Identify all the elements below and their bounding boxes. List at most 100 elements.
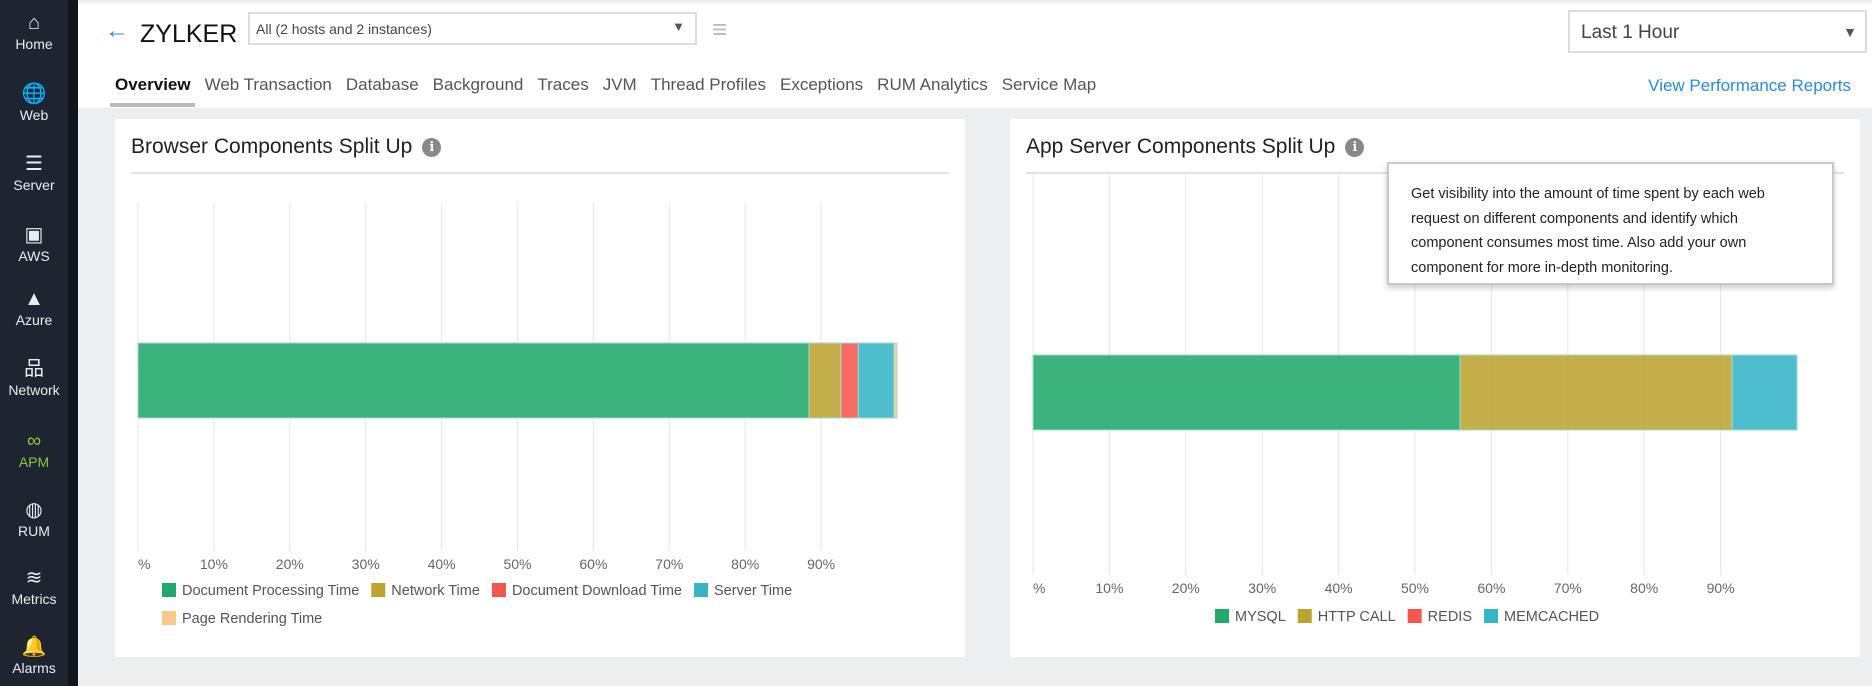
sidebar: ⌂ Home 🌐 Web ☰ Server ▣ AWS ▲ Azure 品 Network ∞ APM ◍ R…: [0, 0, 68, 686]
divider: [131, 172, 949, 174]
legend-swatch: [162, 611, 176, 625]
tab-overview[interactable]: Overview: [110, 75, 195, 107]
info-icon[interactable]: i: [1345, 138, 1365, 157]
x-tick-label: 70%: [655, 556, 683, 572]
sidebar-item-label: Alarms: [12, 660, 56, 676]
browser-components-chart: % 10% 20% 30% 40% 50% 60% 70% 80% 90% Document Pro…: [137, 203, 898, 627]
tab-database[interactable]: Database: [345, 75, 419, 94]
legend-item[interactable]: MEMCACHED: [1504, 609, 1599, 625]
legend-item[interactable]: Page Rendering Time: [182, 611, 322, 627]
x-tick-label: 80%: [731, 556, 759, 572]
sidebar-item-home[interactable]: ⌂ Home: [0, 12, 68, 52]
legend-item[interactable]: Server Time: [714, 583, 792, 599]
sidebar-item-rum[interactable]: ◍ RUM: [0, 499, 68, 539]
legend-item[interactable]: REDIS: [1428, 609, 1472, 625]
x-tick-label: 10%: [1095, 580, 1123, 596]
legend-swatch: [1484, 609, 1498, 623]
x-tick-label: 80%: [1630, 580, 1658, 596]
x-tick-label: 10%: [200, 556, 228, 572]
layers-icon: ≋: [25, 567, 43, 589]
time-range-value: Last 1 Hour: [1581, 22, 1680, 43]
tab-thread-profiles[interactable]: Thread Profiles: [650, 75, 766, 94]
legend-swatch: [1297, 609, 1312, 623]
host-select[interactable]: All (2 hosts and 2 instances) ▼: [248, 12, 697, 45]
sidebar-item-label: Server: [13, 177, 55, 193]
x-tick-label: 60%: [579, 556, 607, 572]
tab-jvm[interactable]: JVM: [602, 75, 637, 94]
home-icon: ⌂: [27, 12, 41, 34]
x-tick-label: %: [138, 556, 150, 572]
card-title: App Server Components Split Up: [1026, 135, 1336, 158]
legend-swatch: [371, 583, 386, 597]
tab-service-map[interactable]: Service Map: [1001, 75, 1097, 94]
view-performance-reports-link[interactable]: View Performance Reports: [1648, 76, 1851, 95]
bar-segment-page-rendering-time[interactable]: [893, 342, 898, 419]
sidebar-item-aws[interactable]: ▣ AWS: [0, 224, 68, 264]
sidebar-item-label: RUM: [18, 523, 50, 539]
bar-segment-server-time[interactable]: [857, 342, 895, 419]
sidebar-item-label: AWS: [18, 248, 50, 264]
sidebar-item-metrics[interactable]: ≋ Metrics: [0, 567, 68, 607]
bar-segment-document-download-time[interactable]: [840, 342, 859, 419]
x-tick-label: 40%: [428, 556, 456, 572]
app-title: ZYLKER: [140, 20, 238, 48]
time-range-select[interactable]: Last 1 Hour ▼: [1568, 10, 1867, 53]
bar-segment-http-call[interactable]: [1459, 354, 1733, 431]
tab-web-transaction[interactable]: Web Transaction: [204, 75, 332, 94]
bar-segment-document-processing-time[interactable]: [137, 342, 810, 419]
legend-item[interactable]: Document Processing Time: [182, 583, 359, 599]
server-icon: ☰: [25, 153, 43, 175]
x-tick-label: 90%: [807, 556, 835, 572]
bar-segment-memcached[interactable]: [1731, 354, 1798, 431]
tab-bar: Overview Web Transaction Database Backgroun…: [110, 75, 1097, 107]
card-title: Browser Components Split Up: [131, 135, 413, 158]
binoculars-icon: ∞: [26, 430, 42, 452]
sidebar-item-server[interactable]: ☰ Server: [0, 153, 68, 193]
x-tick-label: 20%: [1172, 580, 1200, 596]
tab-exceptions[interactable]: Exceptions: [780, 75, 864, 94]
x-tick-label: 30%: [352, 556, 380, 572]
x-tick-label: 30%: [1248, 580, 1276, 596]
back-arrow-icon[interactable]: ←: [105, 17, 129, 44]
x-tick-label: 50%: [1401, 580, 1429, 596]
legend-item[interactable]: HTTP CALL: [1318, 609, 1396, 625]
x-tick-label: 20%: [276, 556, 304, 572]
tab-background[interactable]: Background: [432, 75, 524, 94]
x-tick-label: 50%: [503, 556, 531, 572]
network-icon: 品: [24, 358, 44, 380]
info-tooltip: Get visibility into the amount of time s…: [1387, 162, 1834, 285]
legend-swatch: [491, 583, 506, 597]
menu-icon[interactable]: ≡: [712, 14, 728, 44]
info-icon[interactable]: i: [422, 138, 442, 157]
tab-traces[interactable]: Traces: [537, 75, 589, 94]
legend-swatch: [1215, 609, 1229, 623]
sidebar-item-network[interactable]: 品 Network: [0, 358, 68, 398]
host-select-value: All (2 hosts and 2 instances): [256, 21, 432, 37]
sidebar-item-alarms[interactable]: 🔔 Alarms: [0, 636, 68, 676]
sidebar-item-label: APM: [18, 454, 50, 470]
azure-icon: ▲: [24, 288, 44, 310]
app-server-components-chart: % 10% 20% 30% 40% 50% 60% 70% 80% 90% MYSQL HTTP CA…: [1032, 173, 1798, 625]
sidebar-item-azure[interactable]: ▲ Azure: [0, 288, 68, 328]
sidebar-item-label: Metrics: [11, 591, 57, 607]
legend-swatch: [1407, 609, 1422, 623]
sidebar-item-web[interactable]: 🌐 Web: [0, 83, 68, 123]
legend-item[interactable]: Document Download Time: [512, 583, 682, 599]
aws-cubes-icon: ▣: [24, 224, 44, 246]
browser-components-card: Browser Components Split Up i % 10% 20% 30% 4…: [115, 119, 965, 657]
sidebar-item-label: Home: [15, 36, 53, 52]
x-tick-label: 40%: [1325, 580, 1353, 596]
legend-item[interactable]: MYSQL: [1235, 609, 1286, 625]
bar-segment-network-time[interactable]: [808, 342, 842, 419]
chevron-down-icon: ▼: [1843, 24, 1857, 40]
x-tick-label: 70%: [1554, 580, 1582, 596]
tab-rum-analytics[interactable]: RUM Analytics: [877, 75, 988, 94]
x-tick-label: 90%: [1707, 580, 1735, 596]
legend-item[interactable]: Network Time: [391, 583, 480, 599]
legend-swatch: [694, 583, 708, 597]
legend-swatch: [162, 583, 176, 597]
chevron-down-icon: ▼: [672, 19, 685, 34]
bar-segment-mysql[interactable]: [1032, 354, 1461, 431]
sidebar-item-apm[interactable]: ∞ APM: [0, 430, 68, 470]
rum-globe-icon: ◍: [25, 499, 43, 521]
